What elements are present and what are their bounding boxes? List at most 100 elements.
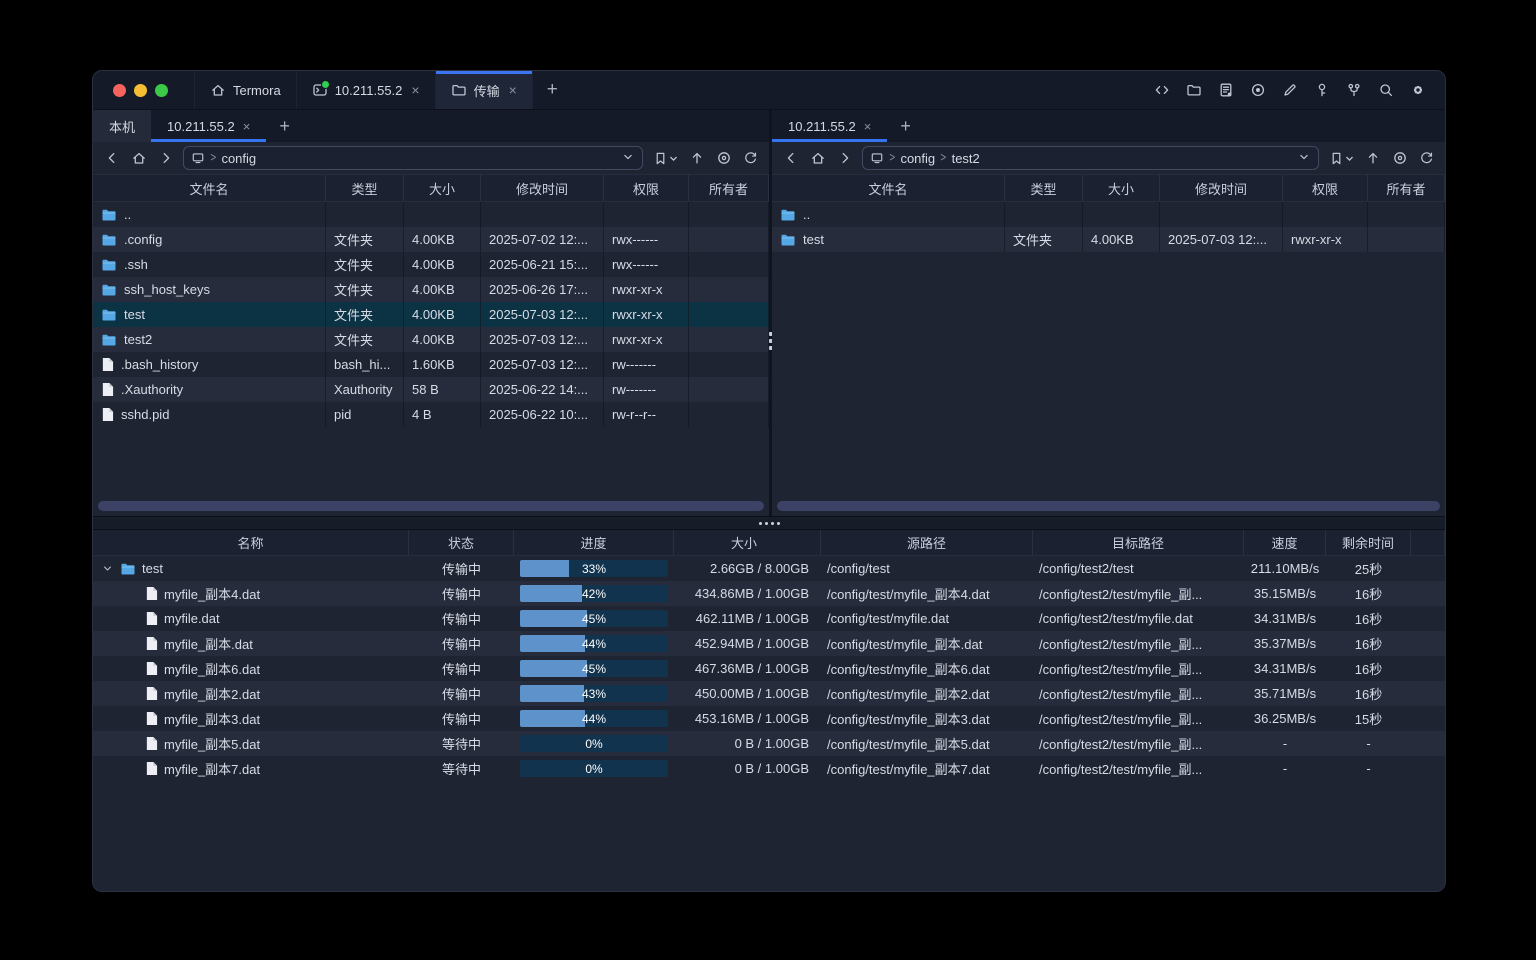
- right-panel-column-header[interactable]: 文件名: [772, 175, 1005, 201]
- file-name: .bash_history: [121, 357, 199, 372]
- close-icon[interactable]: ×: [508, 82, 517, 98]
- left-panel-column-header[interactable]: 大小: [404, 175, 481, 201]
- home-button[interactable]: [126, 146, 151, 170]
- transfer-column-header[interactable]: 状态: [409, 530, 514, 555]
- back-button[interactable]: [778, 146, 803, 170]
- horizontal-splitter[interactable]: [93, 516, 1445, 530]
- right-panel-new-tab-button[interactable]: +: [887, 110, 924, 142]
- file-row[interactable]: .bash_history bash_hi... 1.60KB 2025-07-03 …: [93, 352, 769, 377]
- code-icon[interactable]: [1151, 79, 1173, 101]
- show-hidden-files-button[interactable]: [711, 146, 736, 170]
- forward-icon: [837, 150, 853, 166]
- remote-file-panel: 10.211.55.2 × + > config > test2 文件名 类型 大小 修改时间 权限 所…: [772, 110, 1445, 516]
- refresh-button[interactable]: [738, 146, 763, 170]
- connection-status-dot: [320, 80, 330, 89]
- file-row[interactable]: test2 文件夹 4.00KB 2025-07-03 12:... rwxr-xr-x: [93, 327, 769, 352]
- file-row[interactable]: sshd.pid pid 4 B 2025-06-22 10:... rw-r--r--: [93, 402, 769, 427]
- settings-icon[interactable]: [1407, 79, 1429, 101]
- titlebar-tab-1[interactable]: 10.211.55.2 ×: [297, 71, 436, 109]
- transfer-row[interactable]: myfile_副本3.dat 传输中 44% 453.16MB / 1.00GB/co…: [93, 706, 1445, 731]
- left-panel-column-header[interactable]: 文件名: [93, 175, 326, 201]
- home-button[interactable]: [805, 146, 830, 170]
- close-icon[interactable]: ×: [242, 118, 251, 134]
- transfer-speed-cell: 35.37MB/s: [1244, 631, 1326, 656]
- path-dropdown-button[interactable]: [1297, 150, 1311, 167]
- transfer-source-cell: /config/test/myfile_副本.dat: [821, 631, 1033, 656]
- right-panel-column-header[interactable]: 修改时间: [1160, 175, 1283, 201]
- keychain-icon[interactable]: [1343, 79, 1365, 101]
- forward-button[interactable]: [832, 146, 857, 170]
- left-panel-new-tab-button[interactable]: +: [266, 110, 303, 142]
- zoom-window-button[interactable]: [155, 83, 168, 97]
- refresh-button[interactable]: [1414, 146, 1439, 170]
- path-dropdown-button[interactable]: [621, 150, 635, 167]
- cell-value: 2025-07-03 12:...: [489, 307, 589, 322]
- titlebar-tab-home[interactable]: Termora: [194, 71, 297, 109]
- key-icon[interactable]: [1311, 79, 1333, 101]
- left-panel-column-header[interactable]: 类型: [326, 175, 404, 201]
- file-row[interactable]: .ssh 文件夹 4.00KB 2025-06-21 15:... rwx------: [93, 252, 769, 277]
- transfer-column-header[interactable]: 剩余时间: [1326, 530, 1411, 555]
- right-panel-column-header[interactable]: 权限: [1283, 175, 1368, 201]
- titlebar-tab-2[interactable]: 传输 ×: [435, 71, 533, 109]
- close-icon[interactable]: ×: [863, 118, 872, 134]
- log-icon[interactable]: [1215, 79, 1237, 101]
- transfer-status-cell: 传输中: [409, 656, 514, 681]
- transfer-row[interactable]: myfile_副本6.dat 传输中 45% 467.36MB / 1.00GB/co…: [93, 656, 1445, 681]
- right-panel-horizontal-scrollbar[interactable]: [777, 501, 1440, 511]
- close-icon[interactable]: ×: [411, 82, 420, 98]
- right-panel-column-header[interactable]: 类型: [1005, 175, 1083, 201]
- left-panel-tab-0[interactable]: 本机: [93, 110, 152, 142]
- right-panel-tab-0[interactable]: 10.211.55.2 ×: [772, 110, 888, 142]
- right-panel-column-header[interactable]: 大小: [1083, 175, 1160, 201]
- transfer-column-header[interactable]: 源路径: [821, 530, 1033, 555]
- file-row[interactable]: .Xauthority Xauthority 58 B 2025-06-22 14:.…: [93, 377, 769, 402]
- file-row[interactable]: test 文件夹 4.00KB 2025-07-03 12:... rwxr-xr-x: [772, 227, 1445, 252]
- cell-value: /config/test/myfile_副本.dat: [827, 637, 983, 652]
- transfer-column-header[interactable]: 进度: [514, 530, 674, 555]
- parent-directory-button[interactable]: [1360, 146, 1385, 170]
- transfer-column-header[interactable]: 目标路径: [1033, 530, 1244, 555]
- left-panel-path-input[interactable]: > config: [183, 146, 643, 170]
- parent-directory-button[interactable]: [684, 146, 709, 170]
- left-panel-tab-1[interactable]: 10.211.55.2 ×: [151, 110, 267, 142]
- transfer-row[interactable]: myfile_副本.dat 传输中 44% 452.94MB / 1.00GB/con…: [93, 631, 1445, 656]
- record-icon[interactable]: [1247, 79, 1269, 101]
- collapse-chevron-icon[interactable]: [101, 562, 114, 575]
- transfer-column-header[interactable]: 名称: [93, 530, 409, 555]
- left-panel-horizontal-scrollbar[interactable]: [98, 501, 764, 511]
- transfer-row[interactable]: myfile_副本7.dat 等待中 0% 0 B / 1.00GB/config/t…: [93, 756, 1445, 781]
- transfer-column-header[interactable]: 大小: [674, 530, 821, 555]
- transfer-row[interactable]: myfile.dat 传输中 45% 462.11MB / 1.00GB/config…: [93, 606, 1445, 631]
- right-panel-path-input[interactable]: > config > test2: [862, 146, 1319, 170]
- transfer-row[interactable]: myfile_副本5.dat 等待中 0% 0 B / 1.00GB/config/t…: [93, 731, 1445, 756]
- left-panel-column-header[interactable]: 所有者: [689, 175, 769, 201]
- file-row[interactable]: .config 文件夹 4.00KB 2025-07-02 12:... rwx----…: [93, 227, 769, 252]
- bookmark-button[interactable]: [648, 146, 682, 170]
- file-row[interactable]: ssh_host_keys 文件夹 4.00KB 2025-06-26 17:... r…: [93, 277, 769, 302]
- transfer-row[interactable]: myfile_副本2.dat 传输中 43% 450.00MB / 1.00GB/co…: [93, 681, 1445, 706]
- file-row[interactable]: ..: [93, 202, 769, 227]
- file-name-cell: test2: [93, 327, 326, 352]
- left-panel-column-header[interactable]: 权限: [604, 175, 689, 201]
- search-icon[interactable]: [1375, 79, 1397, 101]
- left-panel-column-header[interactable]: 修改时间: [481, 175, 604, 201]
- folder-icon[interactable]: [1183, 79, 1205, 101]
- file-row[interactable]: test 文件夹 4.00KB 2025-07-03 12:... rwxr-xr-x: [93, 302, 769, 327]
- vertical-splitter-grip[interactable]: [766, 332, 775, 350]
- forward-button[interactable]: [153, 146, 178, 170]
- transfer-row[interactable]: test 传输中 33% 2.66GB / 8.00GB/config/test/co…: [93, 556, 1445, 581]
- transfer-column-header[interactable]: 速度: [1244, 530, 1326, 555]
- vertical-splitter[interactable]: [766, 110, 775, 516]
- file-row[interactable]: ..: [772, 202, 1445, 227]
- bookmark-button[interactable]: [1324, 146, 1358, 170]
- minimize-window-button[interactable]: [134, 83, 147, 97]
- back-button[interactable]: [99, 146, 124, 170]
- right-panel-column-header[interactable]: 所有者: [1368, 175, 1445, 201]
- show-hidden-files-button[interactable]: [1387, 146, 1412, 170]
- edit-icon[interactable]: [1279, 79, 1301, 101]
- close-window-button[interactable]: [113, 83, 126, 97]
- cell-value: bash_hi...: [334, 357, 391, 372]
- new-window-tab-button[interactable]: +: [546, 79, 558, 100]
- transfer-row[interactable]: myfile_副本4.dat 传输中 42% 434.86MB / 1.00GB/co…: [93, 581, 1445, 606]
